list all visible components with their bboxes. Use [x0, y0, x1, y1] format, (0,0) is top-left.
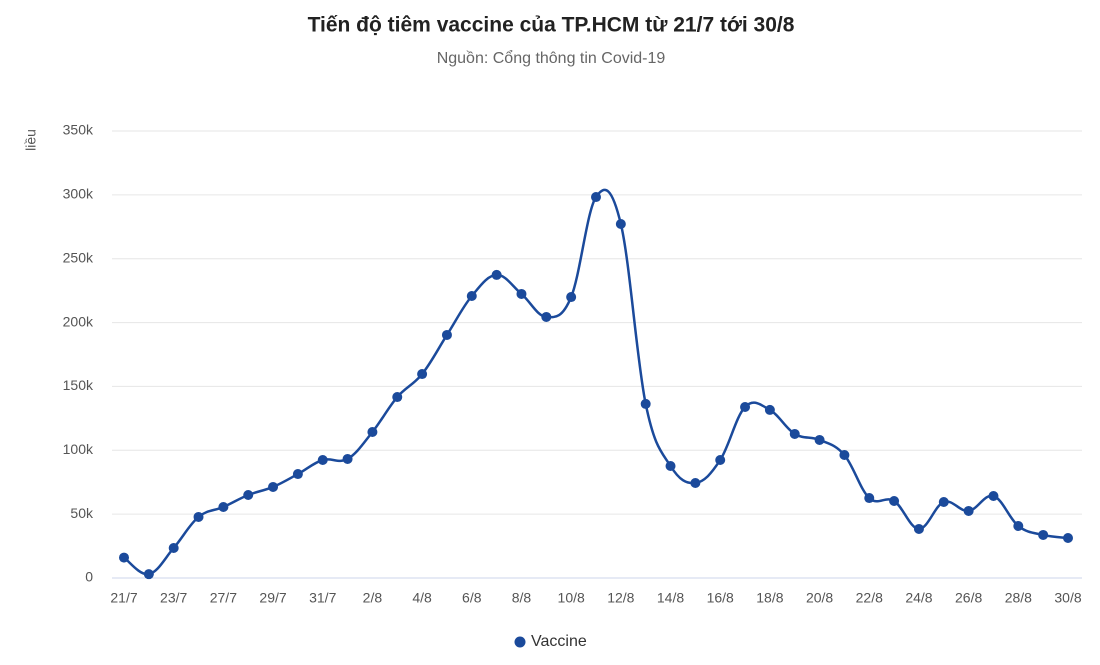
- y-tick-label: 50k: [70, 505, 94, 521]
- point: [367, 427, 378, 438]
- x-tick-label: 26/8: [955, 590, 982, 606]
- point: [740, 401, 751, 412]
- point: [615, 218, 626, 229]
- x-tick-label: 29/7: [259, 590, 286, 606]
- x-tick-label: 21/7: [110, 590, 137, 606]
- point: [814, 434, 825, 445]
- point: [243, 489, 254, 500]
- point: [292, 469, 303, 480]
- x-tick-label: 23/7: [160, 590, 187, 606]
- x-tick-label: 31/7: [309, 590, 336, 606]
- point: [938, 497, 949, 508]
- x-tick-label: 12/8: [607, 590, 634, 606]
- point: [516, 288, 527, 299]
- point: [591, 192, 601, 203]
- point: [268, 481, 279, 492]
- point: [839, 450, 850, 461]
- y-tick-label: 200k: [63, 313, 94, 329]
- legend-label: Vaccine: [531, 633, 587, 650]
- point: [988, 491, 999, 502]
- x-tick-label: 14/8: [657, 590, 684, 606]
- chart-title: Tiến độ tiêm vaccine của TP.HCM từ 21/7 …: [308, 14, 795, 37]
- x-tick-label: 4/8: [412, 590, 432, 606]
- point: [417, 369, 428, 380]
- x-tick-label: 20/8: [806, 590, 833, 606]
- x-tick-label: 10/8: [558, 590, 585, 606]
- x-tick-label: 16/8: [707, 590, 734, 606]
- point: [1063, 533, 1073, 544]
- point: [491, 269, 502, 280]
- point: [690, 477, 701, 488]
- point: [1038, 529, 1049, 540]
- y-tick-label: 350k: [63, 122, 94, 138]
- point: [789, 428, 800, 439]
- point: [1013, 521, 1024, 532]
- y-tick-label: 100k: [63, 441, 94, 457]
- point: [913, 523, 924, 534]
- x-tick-label: 8/8: [512, 590, 532, 606]
- chart-subtitle: Nguồn: Cổng thông tin Covid-19: [437, 49, 666, 67]
- point: [764, 404, 775, 415]
- point: [889, 495, 900, 506]
- y-tick-label: 0: [85, 569, 93, 585]
- point: [715, 454, 726, 465]
- point: [566, 292, 577, 303]
- point: [466, 291, 477, 302]
- x-tick-label: 22/8: [856, 590, 883, 606]
- point: [119, 552, 129, 563]
- point: [342, 453, 353, 464]
- x-tick-label: 2/8: [363, 590, 383, 606]
- x-tick-label: 30/8: [1054, 590, 1081, 606]
- point: [218, 501, 229, 512]
- line: [123, 188, 1069, 576]
- x-tick-label: 18/8: [756, 590, 783, 606]
- y-tick-label: 250k: [63, 249, 94, 265]
- point: [317, 454, 328, 465]
- point: [665, 460, 676, 471]
- point: [193, 511, 204, 522]
- point: [640, 398, 651, 409]
- point: [392, 392, 403, 403]
- point: [963, 505, 974, 516]
- y-tick-label: 150k: [63, 377, 94, 393]
- point: [441, 329, 452, 340]
- legend-marker: [514, 636, 526, 648]
- x-tick-label: 24/8: [905, 590, 932, 606]
- point: [168, 542, 179, 553]
- point: [864, 493, 875, 504]
- y-tick-label: 300k: [63, 186, 94, 202]
- point: [541, 311, 552, 322]
- point: [143, 569, 154, 580]
- y-axis-label: liều: [23, 129, 39, 151]
- x-tick-label: 27/7: [210, 590, 237, 606]
- x-tick-label: 6/8: [462, 590, 482, 606]
- x-tick-label: 28/8: [1005, 590, 1032, 606]
